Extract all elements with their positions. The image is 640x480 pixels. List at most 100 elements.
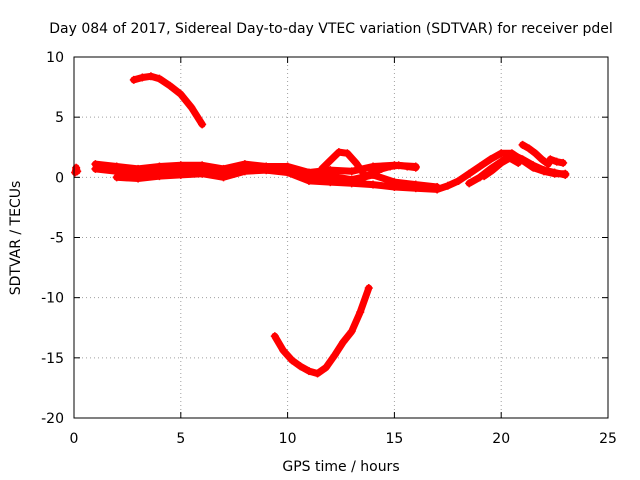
data-point [351, 158, 360, 167]
data-point [313, 369, 322, 378]
data-point [296, 362, 305, 371]
data-point [377, 164, 386, 173]
series-layer [71, 72, 570, 378]
y-tick-label: -15 [41, 351, 64, 367]
data-point [552, 157, 561, 166]
data-point [518, 155, 527, 164]
data-point [351, 175, 360, 184]
data-point [403, 162, 412, 171]
data-point [356, 308, 365, 317]
y-tick-label: -5 [50, 231, 64, 247]
data-point [360, 173, 369, 182]
data-point [240, 167, 249, 176]
data-point [347, 327, 356, 336]
data-point [518, 140, 527, 149]
data-point [304, 176, 313, 185]
data-point [433, 185, 442, 194]
data-point [559, 158, 568, 167]
data-point [326, 178, 335, 187]
data-point [91, 164, 100, 173]
data-point [198, 120, 207, 129]
y-tick-label: 10 [46, 50, 64, 66]
data-point [187, 103, 196, 112]
data-point [287, 356, 296, 365]
data-point [480, 172, 489, 181]
data-point [443, 181, 452, 190]
data-point [219, 173, 228, 182]
data-point [561, 170, 570, 179]
data-point [505, 154, 514, 163]
data-point [176, 90, 185, 99]
data-point [112, 173, 121, 182]
data-point [411, 163, 420, 172]
data-point [550, 168, 559, 177]
data-point [537, 155, 546, 164]
data-point [497, 158, 506, 167]
data-point [475, 162, 484, 171]
data-point [270, 332, 279, 341]
series-arc-12h [318, 148, 368, 179]
y-axis-label: SDTVAR / TECUs [8, 181, 24, 296]
data-point [155, 74, 164, 83]
data-point [304, 367, 313, 376]
x-tick-label: 15 [385, 431, 403, 447]
y-tick-label: 0 [55, 170, 64, 186]
data-point [539, 166, 548, 175]
data-point [531, 149, 540, 158]
data-point [347, 179, 356, 188]
data-point [330, 351, 339, 360]
data-point [546, 155, 555, 164]
data-point [390, 182, 399, 191]
data-point [166, 81, 175, 90]
data-point [198, 169, 207, 178]
x-tick-label: 25 [599, 431, 617, 447]
series-arc-low [271, 284, 373, 377]
series-arc-high [130, 72, 206, 128]
x-tick-label: 0 [70, 431, 79, 447]
grid [74, 57, 608, 418]
data-point [339, 338, 348, 347]
data-point [155, 172, 164, 181]
data-point [497, 149, 506, 158]
data-point [317, 164, 326, 173]
data-point [326, 156, 335, 165]
data-point [486, 155, 495, 164]
data-point [364, 284, 373, 293]
data-point [262, 166, 271, 175]
data-point [488, 166, 497, 175]
data-point [369, 168, 378, 177]
x-tick-label: 10 [279, 431, 297, 447]
data-point [334, 148, 343, 157]
data-point [73, 167, 82, 176]
data-point [134, 174, 143, 183]
data-point [394, 161, 403, 170]
data-point [529, 161, 538, 170]
y-tick-label: -10 [41, 291, 64, 307]
ticks: 0 5 10 15 20 25 10 5 0 -5 -10 -15 -20 [41, 50, 617, 447]
y-tick-label: -20 [41, 411, 64, 427]
x-axis-label: GPS time / hours [282, 459, 399, 475]
data-point [347, 167, 356, 176]
data-point [279, 346, 288, 355]
data-point [454, 176, 463, 185]
data-point [465, 169, 474, 178]
data-point [369, 180, 378, 189]
data-point [176, 170, 185, 179]
y-tick-label: 5 [55, 110, 64, 126]
x-tick-label: 5 [176, 431, 185, 447]
data-point [524, 144, 533, 153]
data-point [514, 158, 523, 167]
data-point [465, 179, 474, 188]
x-tick-label: 20 [492, 431, 510, 447]
data-point [283, 168, 292, 177]
data-point [322, 363, 331, 372]
data-point [72, 163, 81, 172]
data-point [129, 75, 138, 84]
data-point [386, 162, 395, 171]
data-point [146, 72, 155, 81]
chart-title: Day 084 of 2017, Sidereal Day-to-day VTE… [49, 21, 613, 37]
data-point [411, 184, 420, 193]
data-point [138, 73, 147, 82]
data-point [343, 149, 352, 158]
